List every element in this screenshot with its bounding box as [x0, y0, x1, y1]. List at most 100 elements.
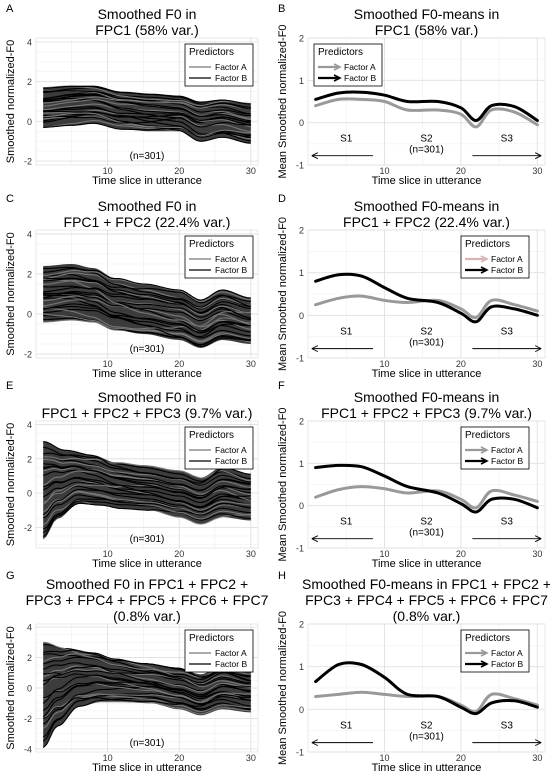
legend-label-factor-b: Factor B	[215, 265, 247, 275]
curve-line	[43, 291, 251, 332]
y-axis-label: Smoothed normalized-F0	[5, 626, 17, 750]
panel-letter: A	[6, 3, 14, 15]
curve-line	[43, 662, 251, 697]
chart-title-line: FPC3 + FPC4 + FPC5 + FPC6 + FPC7	[26, 592, 269, 608]
curve-line	[43, 299, 251, 330]
curve-line	[43, 277, 251, 307]
y-tick-label: -1	[296, 544, 304, 554]
legend-label-factor-b: Factor B	[215, 659, 247, 669]
legend-label-factor-b: Factor B	[491, 265, 523, 275]
curve-line	[42, 500, 251, 538]
x-axis-label: Time slice in utterance	[92, 558, 202, 570]
panel-letter: E	[6, 380, 13, 392]
y-tick-label: 2	[27, 454, 32, 464]
curve-line	[43, 653, 251, 686]
curve-line	[42, 491, 251, 520]
x-tick-label: 20	[174, 359, 184, 369]
curve-line	[42, 665, 251, 693]
curve-line	[43, 91, 251, 115]
mean-curve-factor-b	[314, 272, 539, 324]
legend-label-factor-a: Factor A	[215, 648, 247, 658]
curve-line	[43, 317, 251, 346]
segment-label: S3	[501, 517, 514, 528]
x-tick-label: 30	[246, 359, 256, 369]
legend-key-arrowhead	[480, 266, 489, 274]
x-tick-label: 10	[379, 359, 389, 369]
segment-label: S3	[501, 721, 514, 732]
panel-letter: H	[278, 570, 286, 582]
legend-label-factor-a: Factor A	[491, 648, 523, 658]
y-axis-label: Mean Smoothed normalized-F0	[277, 611, 289, 765]
x-axis-label: Time slice in utterance	[372, 368, 482, 380]
y-tick-label: 0	[27, 684, 32, 694]
segment-label: S2	[420, 327, 433, 338]
legend-title: Predictors	[465, 239, 510, 250]
curve-line	[43, 441, 251, 484]
legend-title: Predictors	[189, 239, 234, 250]
segment-label: S1	[340, 517, 353, 528]
curve-line	[43, 669, 251, 685]
curve-line	[43, 308, 251, 339]
y-tick-label: 4	[27, 623, 32, 633]
curve-line	[43, 313, 251, 342]
arrowhead-left	[311, 535, 319, 543]
y-tick-label: -2	[24, 350, 32, 360]
mean-curve-factor-b	[314, 463, 539, 514]
legend-label-factor-a: Factor A	[344, 62, 376, 72]
n-label: (n=301)	[130, 151, 165, 162]
legend-key-arrowhead	[333, 63, 342, 71]
chart-title-line: Smoothed F0-means in FPC1 + FPC2 +	[302, 576, 550, 592]
chart-title-line: FPC3 + FPC4 + FPC5 + FPC6 + FPC7	[305, 592, 548, 608]
segment-label: S1	[340, 327, 353, 338]
y-tick-label: 2	[299, 417, 304, 427]
y-tick-label: 0	[299, 311, 304, 321]
mean-curve-factor-b	[314, 661, 539, 716]
panel-letter: B	[278, 3, 285, 15]
y-tick-label: 1	[299, 662, 304, 672]
panel-G: G Smoothed F0 in FPC1 + FPC2 +FPC3 + FPC4…	[5, 570, 269, 772]
x-tick-label: 30	[246, 549, 256, 559]
curve-line	[43, 103, 251, 127]
segment-label: S2	[420, 517, 433, 528]
arrowhead-left	[311, 739, 319, 747]
y-tick-label: 1	[299, 268, 304, 278]
segment-label: S3	[501, 327, 514, 338]
chart-title-line: (0.8% var.)	[393, 608, 461, 624]
y-tick-label: 2	[27, 270, 32, 280]
segment-label: S1	[340, 721, 353, 732]
y-tick-label: -2	[24, 157, 32, 167]
y-tick-label: 0	[299, 705, 304, 715]
x-tick-label: 30	[246, 166, 256, 176]
x-tick-label: 10	[103, 549, 113, 559]
legend-box	[184, 235, 254, 279]
chart-title-line: Smoothed F0-means in	[354, 389, 500, 405]
x-axis-label: Time slice in utterance	[92, 175, 202, 187]
legend-label-factor-b: Factor B	[491, 659, 523, 669]
curve-line	[43, 99, 251, 128]
arrowhead-right	[534, 152, 542, 160]
y-tick-label: 1	[299, 76, 304, 86]
y-tick-label: 4	[27, 37, 32, 47]
curve-line	[43, 465, 251, 499]
y-tick-label: 0	[27, 117, 32, 127]
y-tick-label: 4	[27, 230, 32, 240]
curve-line	[43, 306, 251, 332]
curve-line	[43, 452, 251, 482]
y-tick-label: 4	[27, 420, 32, 430]
y-tick-label: -2	[24, 714, 32, 724]
legend-box	[184, 43, 254, 87]
x-axis-label: Time slice in utterance	[372, 558, 482, 570]
x-tick-label: 20	[174, 166, 184, 176]
x-tick-label: 10	[103, 753, 113, 763]
n-label: (n=301)	[409, 732, 444, 743]
y-axis-label: Mean Smoothed normalized-F0	[277, 24, 289, 178]
curve-line	[43, 456, 251, 491]
panel-letter: G	[6, 570, 15, 582]
curve-line	[43, 319, 251, 343]
